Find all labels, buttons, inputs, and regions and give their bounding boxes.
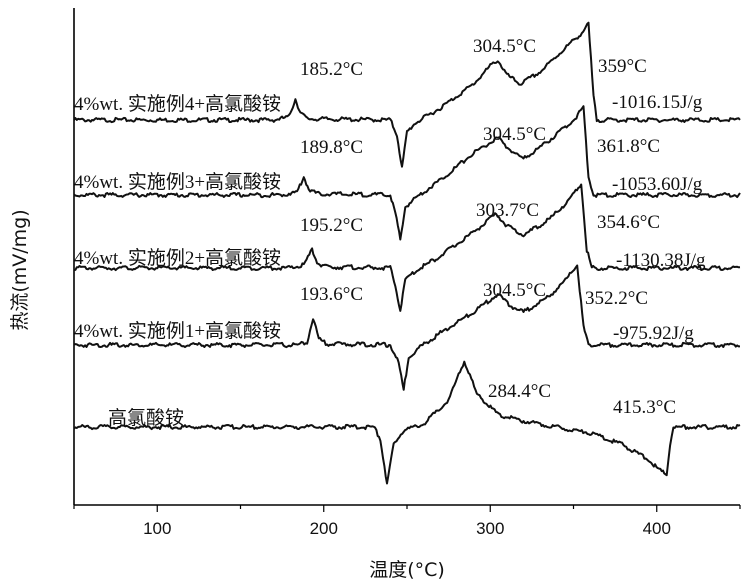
annotation-label: 304.5°C: [473, 36, 536, 57]
annotation-label: 185.2°C: [300, 59, 363, 80]
x-tick-label: 400: [643, 519, 671, 538]
annotation-label: 304.5°C: [483, 280, 546, 301]
annotation-label: 303.7°C: [476, 200, 539, 221]
series-curve-1: [73, 21, 741, 168]
annotation-label: 352.2°C: [585, 288, 648, 309]
annotation-label: -1053.60J/g: [612, 174, 703, 195]
series-curve-4: [73, 264, 740, 391]
annotation-label: -1016.15J/g: [612, 92, 703, 113]
x-tick-label: 300: [476, 519, 504, 538]
series-curve-3: [73, 183, 741, 312]
annotation-label: 359°C: [598, 56, 647, 77]
series-label: 4%wt. 实施例2+高氯酸铵: [74, 247, 281, 269]
series-curve-5: [73, 360, 741, 485]
annotation-label: 193.6°C: [300, 284, 363, 305]
annotation-label: 304.5°C: [483, 124, 546, 145]
x-ticks: 100 200 300 400: [73, 505, 741, 538]
annotation-label: -1130.38J/g: [616, 250, 706, 271]
x-tick-label: 100: [143, 519, 171, 538]
annotation-label: 189.8°C: [300, 137, 363, 158]
series-curve-2: [73, 105, 741, 241]
x-axis-title: 温度(°C): [369, 559, 445, 581]
curves: [73, 21, 741, 485]
series-label: 4%wt. 实施例1+高氯酸铵: [74, 320, 281, 342]
annotation-label: -975.92J/g: [613, 323, 694, 344]
series-label: 4%wt. 实施例4+高氯酸铵: [74, 93, 281, 115]
x-tick-label: 200: [310, 519, 338, 538]
annotation-label: 415.3°C: [613, 397, 676, 418]
y-axis-title: 热流(mV/mg): [9, 209, 31, 330]
annotation-label: 284.4°C: [488, 381, 551, 402]
series-labels: 4%wt. 实施例4+高氯酸铵 4%wt. 实施例3+高氯酸铵 4%wt. 实施例2…: [74, 93, 281, 429]
annotations: 185.2°C 304.5°C 359°C -1016.15J/g 189.8°C 304…: [300, 36, 706, 418]
annotation-label: 354.6°C: [597, 212, 660, 233]
annotation-label: 195.2°C: [300, 215, 363, 236]
series-label: 4%wt. 实施例3+高氯酸铵: [74, 171, 281, 193]
series-label: 高氯酸铵: [108, 407, 184, 429]
annotation-label: 361.8°C: [597, 136, 660, 157]
